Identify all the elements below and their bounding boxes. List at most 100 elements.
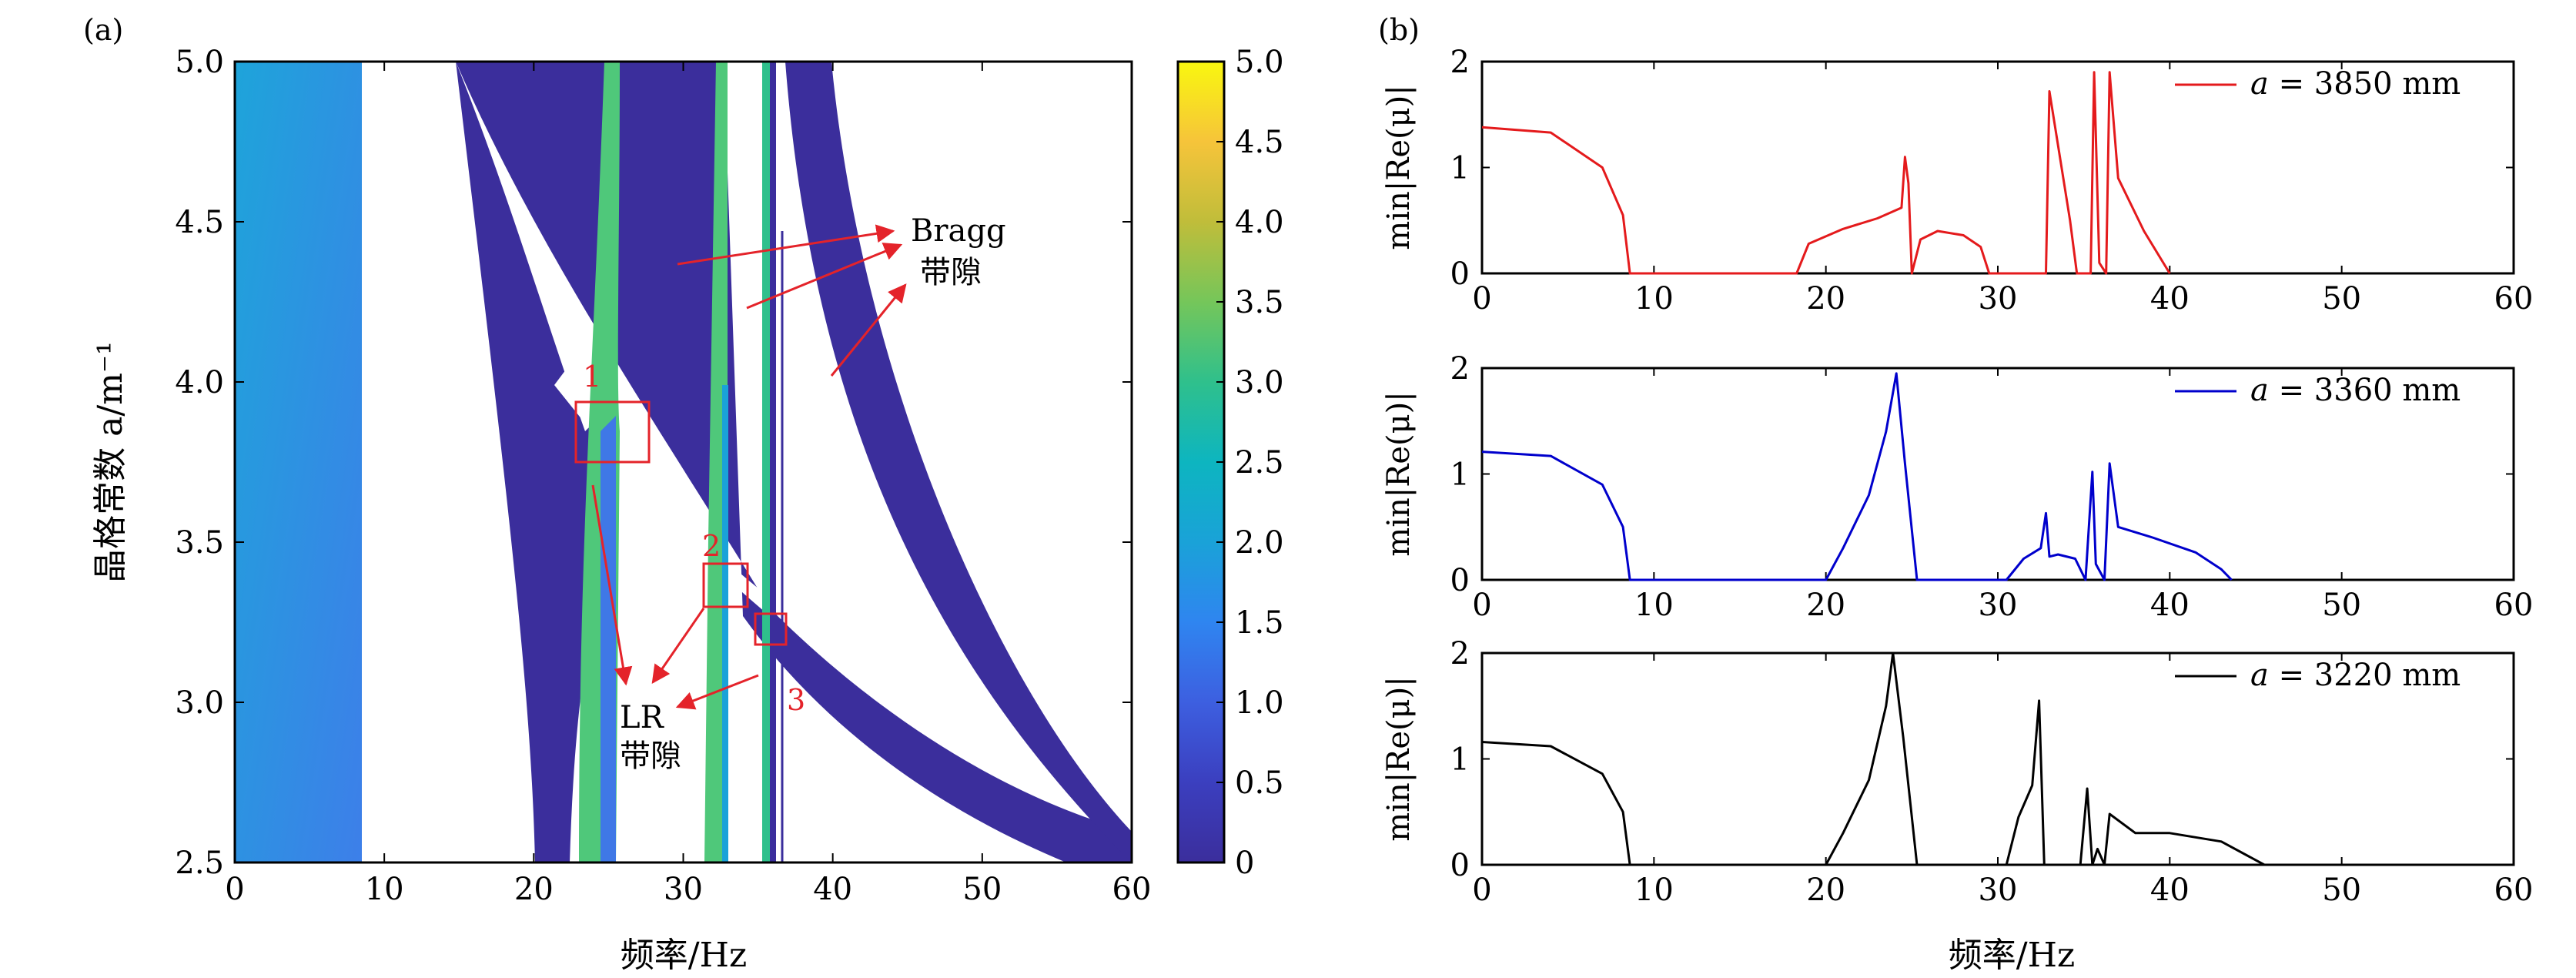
legend-label: a = 3220 mm bbox=[2250, 658, 2461, 693]
b-x-tick-label: 40 bbox=[2150, 872, 2190, 908]
b-x-tick-label: 10 bbox=[1634, 588, 1674, 623]
legend-label: a = 3850 mm bbox=[2250, 66, 2461, 102]
legend-label: a = 3360 mm bbox=[2250, 373, 2461, 408]
b-x-tick-label: 60 bbox=[2494, 588, 2534, 623]
a-x-tick-label: 50 bbox=[962, 872, 1002, 907]
heatmap-regions bbox=[235, 62, 1132, 862]
b-y-tick-label: 1 bbox=[1450, 151, 1470, 186]
b-x-tick-label: 30 bbox=[1979, 588, 2018, 623]
legend-value: = 3220 mm bbox=[2269, 658, 2461, 693]
heatmap-lr-gap-2 bbox=[704, 62, 728, 862]
legend-symbol: a bbox=[2250, 373, 2269, 408]
b-y-tick-label: 2 bbox=[1450, 45, 1470, 80]
b-x-tick-label: 20 bbox=[1806, 588, 1845, 623]
b-x-tick-label: 20 bbox=[1806, 281, 1845, 317]
heatmap-white-diagonal bbox=[554, 370, 774, 616]
a-x-tick-label: 30 bbox=[664, 872, 703, 907]
b-y-tick-label: 2 bbox=[1450, 636, 1470, 672]
b-x-tick-label: 50 bbox=[2322, 281, 2361, 317]
bragg-arrow-2 bbox=[746, 243, 903, 310]
colorbar-tick-label: 4.0 bbox=[1235, 205, 1284, 240]
series-line-1 bbox=[1481, 372, 2233, 581]
a-y-tick-label: 3.5 bbox=[175, 525, 224, 561]
legend-value: = 3850 mm bbox=[2269, 66, 2461, 102]
lr-arrow-2 bbox=[651, 608, 705, 684]
panel-a-label: (a) bbox=[83, 13, 123, 47]
b-x-tick-label: 0 bbox=[1472, 872, 1491, 908]
heatmap-bragg-lower bbox=[456, 62, 616, 862]
a-y-tick-label: 2.5 bbox=[175, 846, 224, 881]
legend-value: = 3360 mm bbox=[2269, 373, 2461, 408]
heatmap-lr-gap-2-edge bbox=[722, 385, 728, 862]
b-x-tick-label: 30 bbox=[1979, 281, 2018, 317]
b-y-axis-label: min|Re(μ)| bbox=[1381, 676, 1417, 841]
annotation-label-2: 2 bbox=[702, 529, 721, 563]
legend-symbol: a bbox=[2250, 66, 2269, 102]
lr-arrow-3 bbox=[675, 674, 759, 710]
a-x-tick-label: 60 bbox=[1112, 872, 1152, 907]
b-y-tick-label: 0 bbox=[1450, 256, 1470, 292]
b-x-tick-label: 50 bbox=[2322, 872, 2361, 908]
b-x-tick-label: 10 bbox=[1634, 872, 1674, 908]
heatmap-lr-gap-1-edge bbox=[601, 416, 616, 862]
heatmap-low-band bbox=[235, 62, 362, 862]
colorbar-ticks: 0 0.5 1.0 1.5 2.0 2.5 3.0 3.5 4.0 4.5 5.0 bbox=[1216, 45, 1284, 881]
a-x-tick-label: 40 bbox=[813, 872, 852, 907]
bragg-label-line1: Bragg bbox=[911, 213, 1006, 249]
subplot-3360: 0 10 20 30 40 50 60 0 1 2 min|Re(μ)| a = 3360 mm bbox=[1381, 351, 2533, 623]
panel-a-y-ticks: 2.5 3.0 3.5 4.0 4.5 5.0 bbox=[175, 45, 1132, 881]
a-y-tick-label: 4.0 bbox=[175, 365, 224, 400]
b-y-tick-label: 1 bbox=[1450, 457, 1470, 493]
b-x-tick-label: 40 bbox=[2150, 588, 2190, 623]
heatmap-lr-gap-3 bbox=[762, 62, 770, 862]
b-x-tick-label: 50 bbox=[2322, 588, 2361, 623]
legend-symbol: a bbox=[2250, 658, 2269, 693]
annotation-box-1 bbox=[574, 400, 651, 464]
a-y-tick-label: 4.5 bbox=[175, 205, 224, 240]
colorbar-tick-label: 3.5 bbox=[1235, 285, 1284, 320]
heatmap-lr-gap-3-edge bbox=[770, 62, 776, 862]
heatmap-bragg-region bbox=[456, 62, 1132, 862]
a-x-tick-label: 0 bbox=[225, 872, 244, 907]
b-x-tick-label: 10 bbox=[1634, 281, 1674, 317]
a-y-tick-label: 3.0 bbox=[175, 685, 224, 721]
bragg-arrow-1 bbox=[677, 224, 895, 266]
panel-a-x-label: 频率/Hz bbox=[621, 936, 747, 975]
b-y-tick-label: 0 bbox=[1450, 848, 1470, 883]
series-line-2 bbox=[1481, 651, 2265, 866]
b-x-tick-label: 30 bbox=[1979, 872, 2018, 908]
b-x-tick-label: 0 bbox=[1472, 588, 1491, 623]
panel-a-x-ticks: 0 10 20 30 40 50 60 bbox=[225, 62, 1151, 907]
colorbar-tick-label: 1.5 bbox=[1235, 605, 1284, 641]
a-x-tick-label: 20 bbox=[514, 872, 554, 907]
annotation-arrows bbox=[591, 224, 907, 710]
colorbar-tick-label: 4.5 bbox=[1235, 125, 1284, 160]
b-x-tick-label: 0 bbox=[1472, 281, 1491, 317]
colorbar-tick-label: 0.5 bbox=[1235, 765, 1284, 801]
heatmap-bragg-right bbox=[774, 62, 1132, 862]
colorbar-tick-label: 5.0 bbox=[1235, 45, 1284, 80]
panel-a-y-label: 晶格常数 a/m⁻¹ bbox=[91, 341, 130, 583]
colorbar-tick-label: 2.0 bbox=[1235, 525, 1284, 561]
b-y-tick-label: 2 bbox=[1450, 351, 1470, 387]
colorbar-tick-label: 0 bbox=[1235, 846, 1254, 881]
annotation-label-1: 1 bbox=[583, 360, 601, 394]
annotation-box-3 bbox=[754, 612, 788, 646]
panel-b-label: (b) bbox=[1378, 13, 1420, 47]
panel-b-x-label: 频率/Hz bbox=[1949, 936, 2075, 975]
b-y-axis-label: min|Re(μ)| bbox=[1381, 85, 1417, 250]
b-y-tick-label: 1 bbox=[1450, 742, 1470, 778]
bragg-label-line2: 带隙 bbox=[920, 255, 982, 290]
lr-label-line2: 带隙 bbox=[620, 739, 681, 774]
annotation-box-2 bbox=[702, 562, 749, 608]
series-line-0 bbox=[1481, 71, 2171, 275]
b-y-axis-label: min|Re(μ)| bbox=[1381, 391, 1417, 556]
colorbar-tick-label: 3.0 bbox=[1235, 365, 1284, 400]
colorbar-tick-label: 2.5 bbox=[1235, 445, 1284, 481]
b-x-tick-label: 20 bbox=[1806, 872, 1845, 908]
b-x-tick-label: 60 bbox=[2494, 872, 2534, 908]
subplot-3850: 0 10 20 30 40 50 60 0 1 2 min|Re(μ)| a = 3850 mm bbox=[1381, 45, 2533, 317]
a-x-tick-label: 10 bbox=[365, 872, 404, 907]
b-x-tick-label: 60 bbox=[2494, 281, 2534, 317]
